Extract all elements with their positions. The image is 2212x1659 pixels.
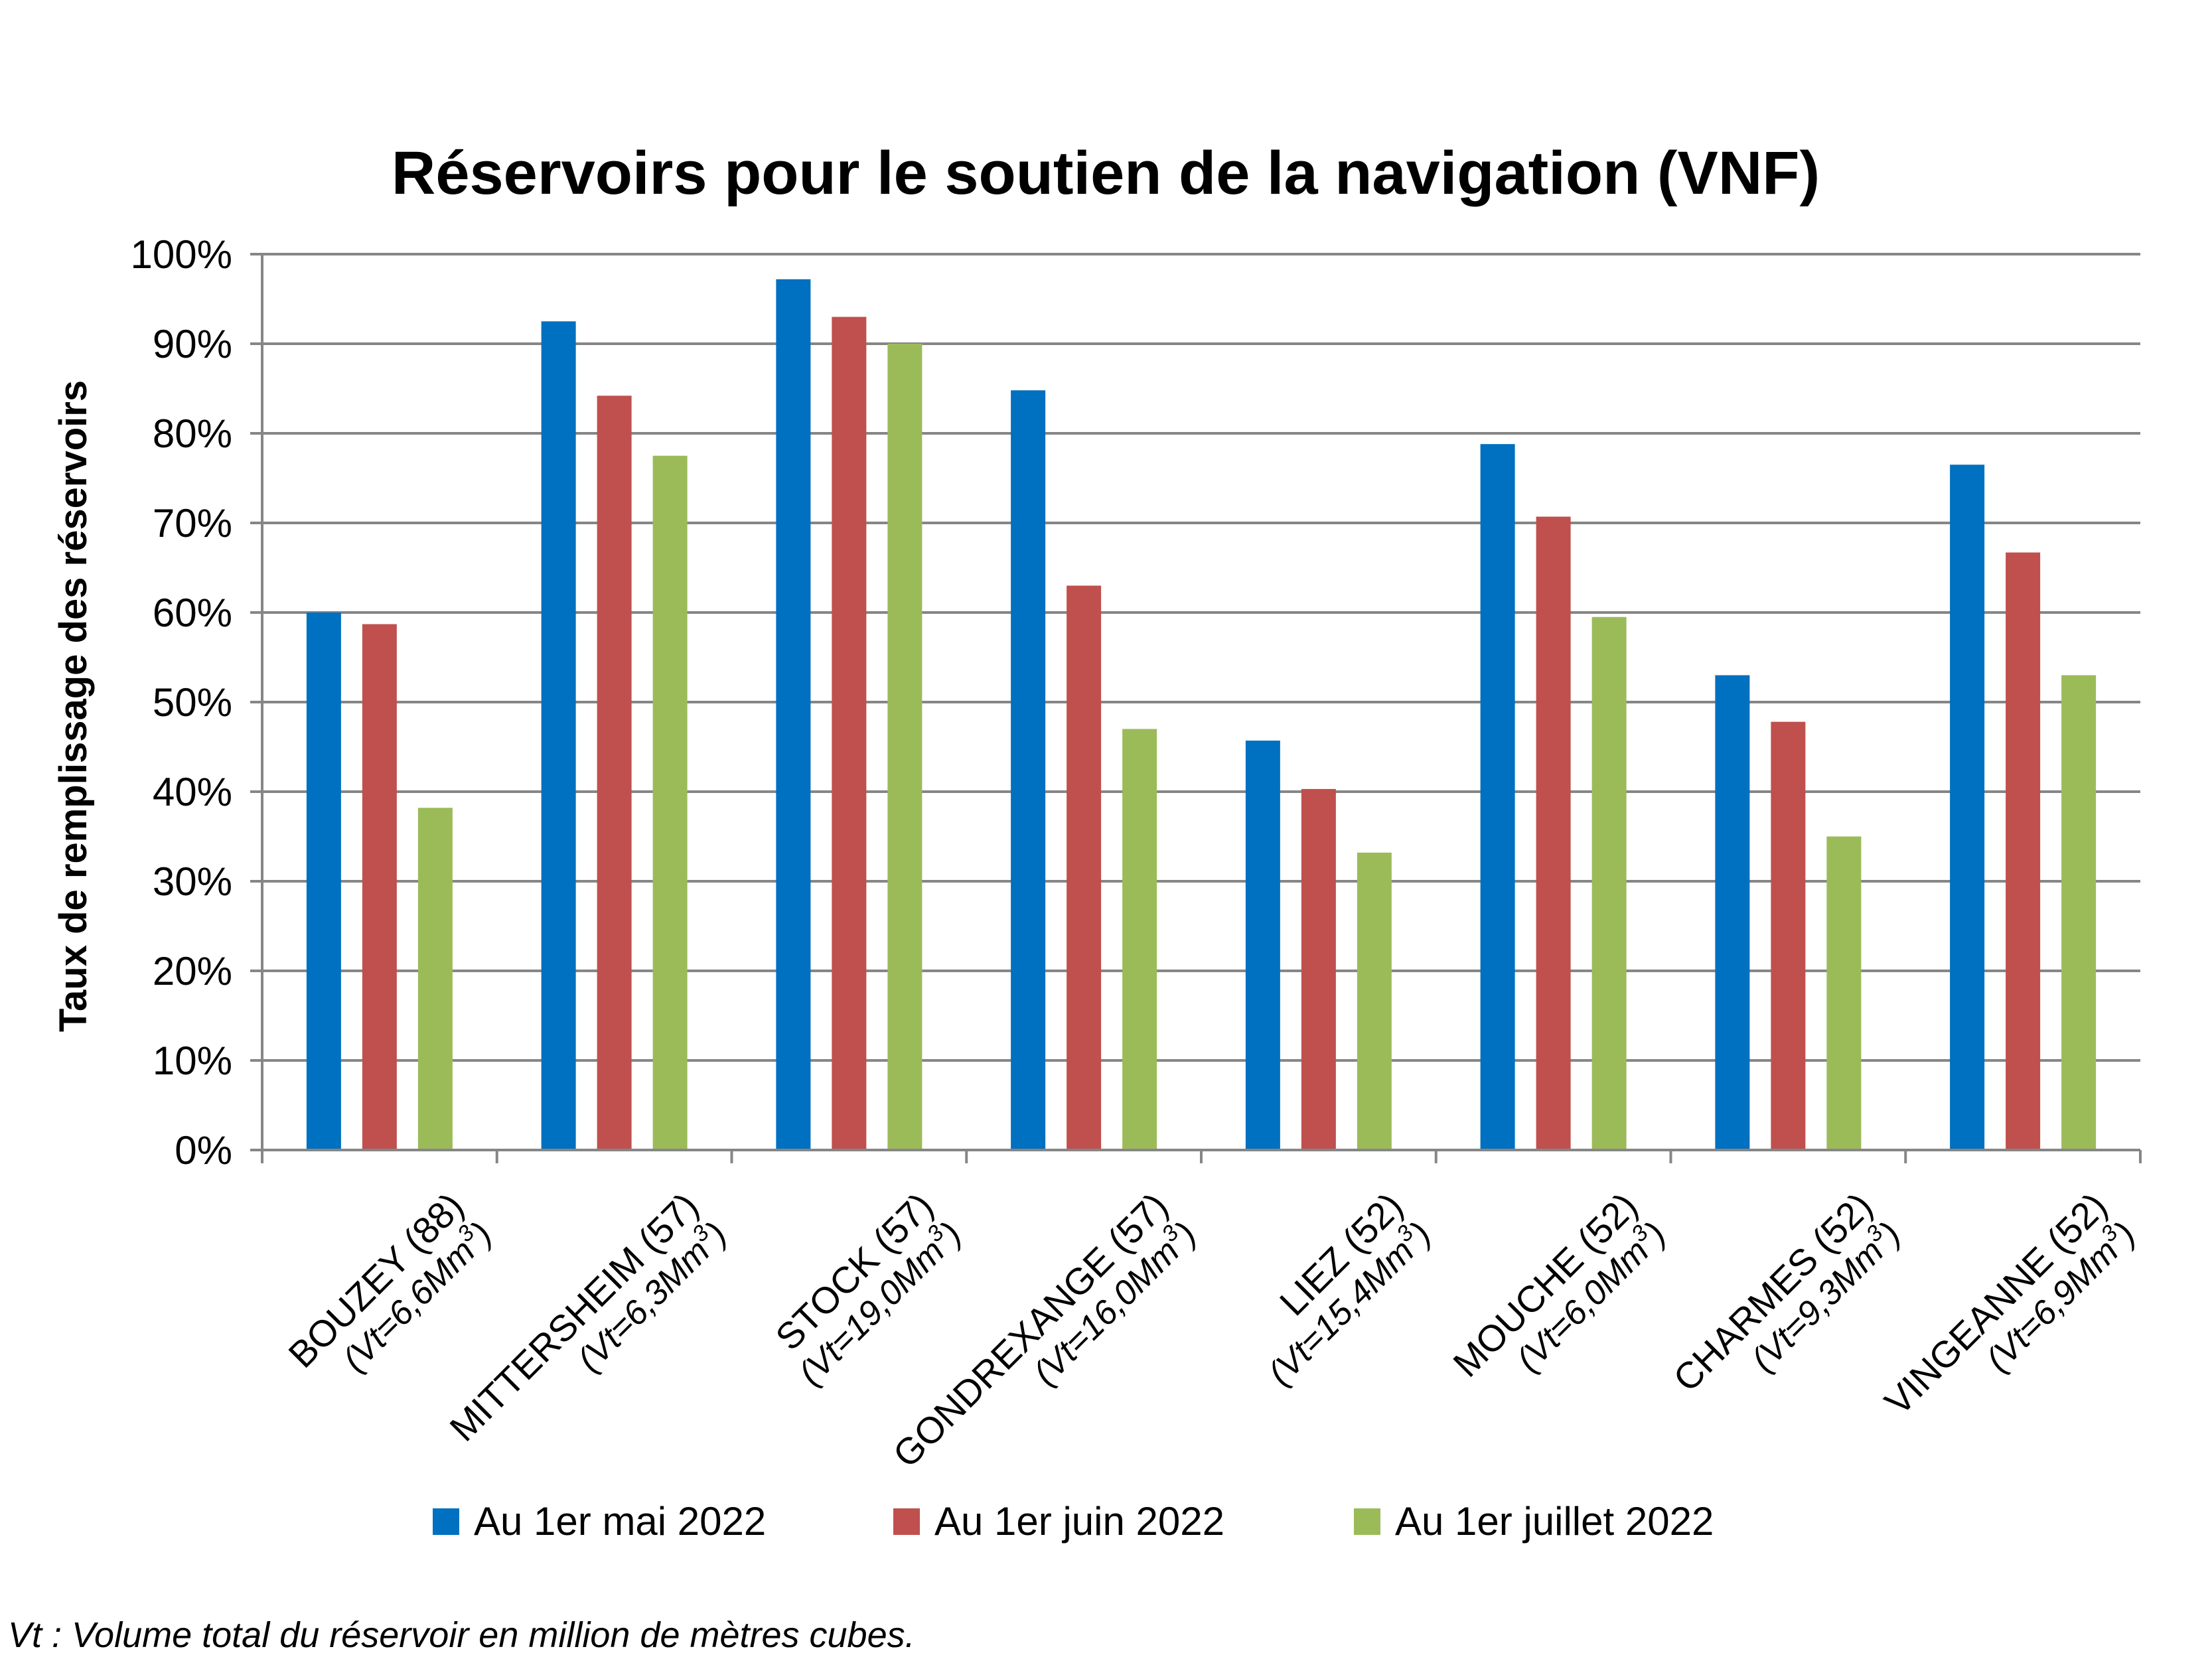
bar xyxy=(417,808,453,1150)
legend-swatch xyxy=(1354,1508,1380,1535)
y-axis-ticks: 0% 10% 20% 30% 40% 50% 60% 70% 80% 90% 100% xyxy=(131,232,262,1173)
legend: Au 1er mai 2022 Au 1er juin 2022 Au 1er ju… xyxy=(433,1499,1714,1544)
y-tick-label: 10% xyxy=(153,1039,232,1083)
y-tick-label: 90% xyxy=(153,322,232,366)
bar xyxy=(1771,721,1806,1150)
bar xyxy=(887,344,922,1150)
bar xyxy=(1536,516,1571,1150)
bar xyxy=(1067,585,1102,1150)
y-tick-label: 80% xyxy=(153,411,232,456)
y-tick-label: 20% xyxy=(153,949,232,993)
bar xyxy=(832,317,867,1150)
bar xyxy=(1357,852,1392,1150)
bar xyxy=(652,455,688,1150)
legend-label: Au 1er juillet 2022 xyxy=(1395,1499,1714,1544)
bar xyxy=(1122,729,1157,1150)
y-tick-label: 60% xyxy=(153,591,232,635)
y-tick-label: 100% xyxy=(131,232,232,277)
legend-swatch xyxy=(433,1508,459,1535)
y-tick-label: 30% xyxy=(153,859,232,904)
bars xyxy=(306,279,2097,1151)
y-tick-label: 0% xyxy=(175,1128,232,1173)
category-label: BOUZEY (88)(Vt=6,6Mm3) xyxy=(280,1185,500,1379)
category-labels: BOUZEY (88)(Vt=6,6Mm3)MITTERSHEIM (57)(V… xyxy=(280,1185,2143,1475)
category-label: MOUCHE (52)(Vt=6,0Mm3) xyxy=(1445,1185,1673,1385)
axes xyxy=(261,254,2142,1163)
category-label: CHARMES (52)(Vt=9,3Mm3) xyxy=(1665,1185,1908,1400)
bar xyxy=(597,396,632,1150)
bar xyxy=(1591,616,1627,1150)
bar xyxy=(2006,552,2041,1150)
footnote: Vt : Volume total du réservoir en millio… xyxy=(8,1615,915,1655)
category-label: VINGEANNE (52)(Vt=6,9Mm3) xyxy=(1876,1185,2143,1423)
bar xyxy=(306,613,341,1150)
bar xyxy=(541,321,576,1150)
bar xyxy=(1301,788,1336,1150)
legend-swatch xyxy=(893,1508,920,1535)
bar xyxy=(362,624,397,1150)
bar xyxy=(1011,390,1046,1151)
y-tick-label: 50% xyxy=(153,680,232,725)
bar xyxy=(1480,444,1515,1151)
bar xyxy=(2061,675,2097,1150)
category-label: STOCK (57)(Vt=19,0Mm3) xyxy=(767,1185,969,1393)
bar xyxy=(1826,836,1862,1150)
chart-title: Réservoirs pour le soutien de la navigat… xyxy=(392,139,1820,207)
category-label: LIEZ (52)(Vt=15,4Mm3) xyxy=(1261,1185,1439,1393)
bar xyxy=(776,279,811,1150)
legend-label: Au 1er mai 2022 xyxy=(474,1499,766,1544)
y-tick-label: 70% xyxy=(153,501,232,545)
y-tick-label: 40% xyxy=(153,770,232,814)
y-axis-label: Taux de remplissage des réservoirs xyxy=(52,380,95,1032)
bar xyxy=(1245,741,1280,1150)
legend-label: Au 1er juin 2022 xyxy=(934,1499,1224,1544)
bar xyxy=(1715,675,1750,1150)
bar xyxy=(1950,465,1985,1150)
